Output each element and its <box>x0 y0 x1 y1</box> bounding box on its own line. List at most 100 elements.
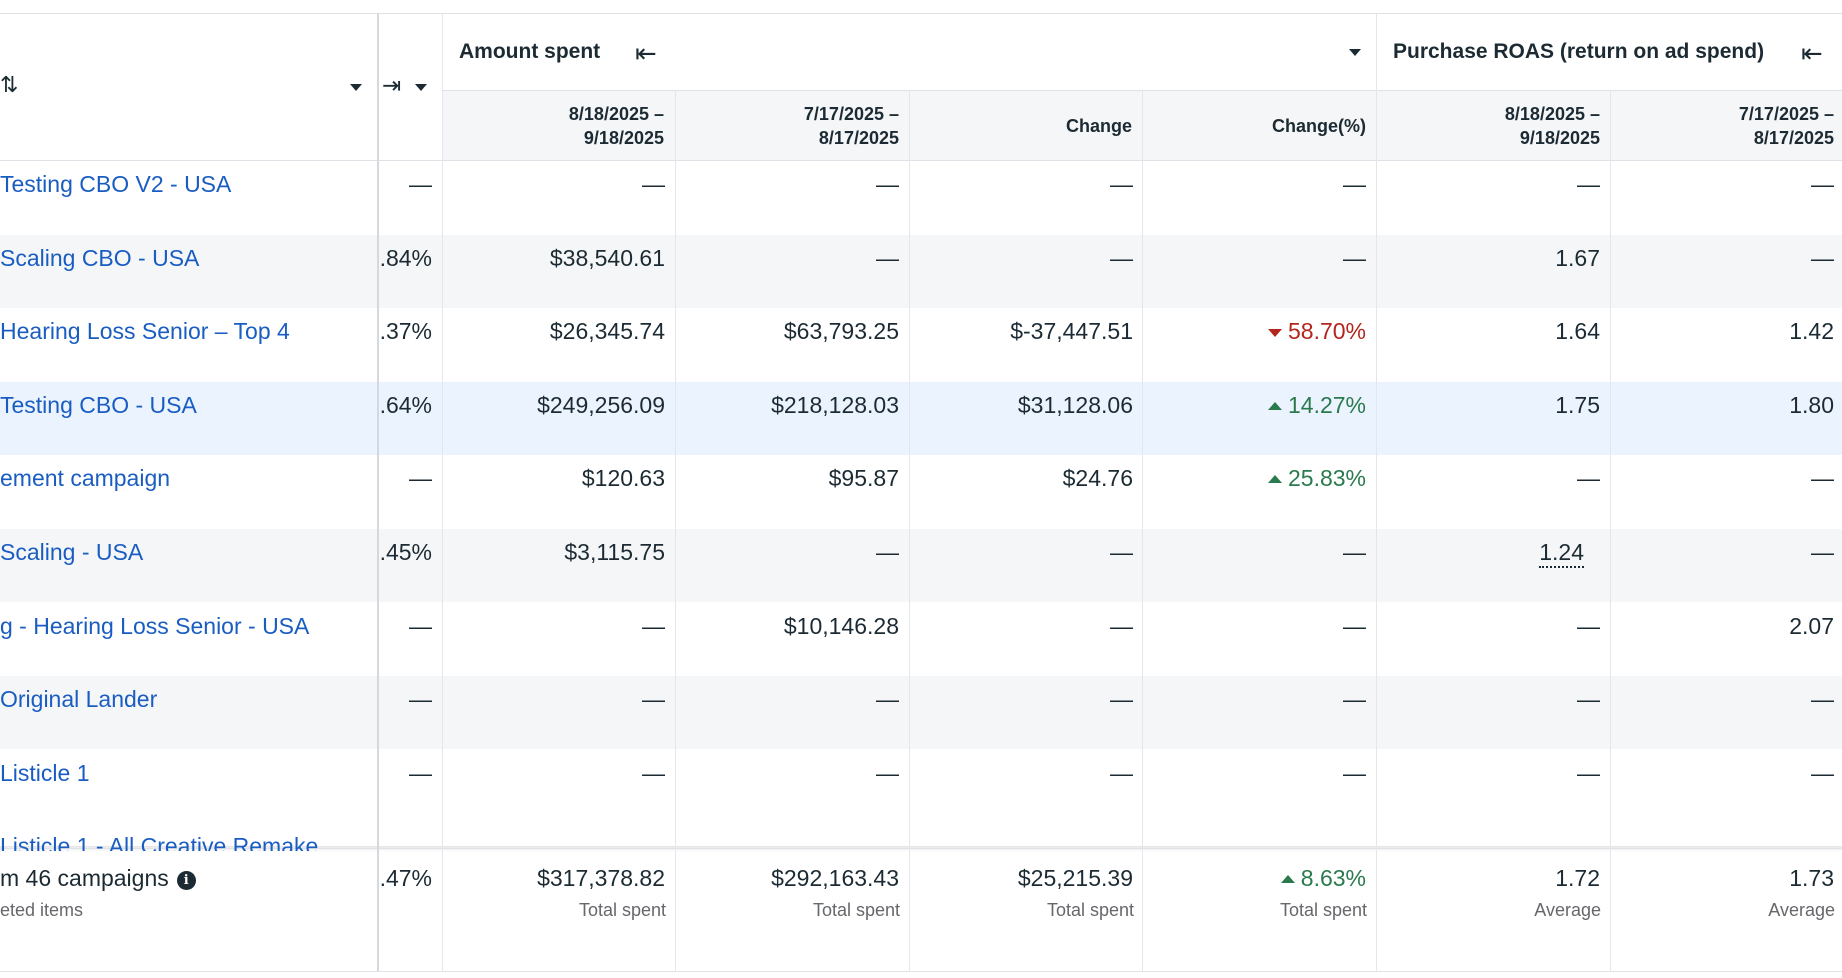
date-range-start: 7/17/2025 – <box>1738 104 1834 124</box>
change-pct-cell: — <box>1343 171 1366 197</box>
footer-roas-previous: 1.73 <box>1789 865 1834 891</box>
increase-arrow-icon <box>1267 475 1282 483</box>
date-range-start: 7/17/2025 – <box>803 104 899 124</box>
footer-change: $25,215.39 <box>1017 865 1133 891</box>
roas-previous-cell: 1.80 <box>1789 392 1834 418</box>
date-range-start: 8/18/2025 – <box>568 104 664 124</box>
info-icon[interactable]: i <box>176 871 196 890</box>
roas-current-cell: — <box>1577 686 1600 712</box>
sort-arrows-icon[interactable]: ⇅ <box>0 72 19 97</box>
roas-previous-cell: — <box>1811 171 1834 197</box>
partial-value-cell: — <box>409 686 432 712</box>
amount-spent-header[interactable]: Amount spent <box>459 40 601 63</box>
campaign-name-link[interactable]: g - Hearing Loss Senior - USA <box>0 613 310 639</box>
purchase-roas-header[interactable]: Purchase ROAS (return on ad spend) <box>1393 40 1765 63</box>
amount-spent-current-cell: $249,256.09 <box>537 392 665 418</box>
row-background <box>0 235 1842 308</box>
column-divider <box>1142 90 1143 971</box>
roas-previous-cell: — <box>1811 760 1834 786</box>
roas-current-cell: — <box>1577 760 1600 786</box>
change-pct-cell: — <box>1343 760 1366 786</box>
change-cell: — <box>1110 686 1133 712</box>
campaign-name-link[interactable]: Scaling CBO - USA <box>0 245 200 271</box>
date-range-header[interactable]: 7/17/2025 – 8/17/2025 <box>675 102 899 150</box>
amount-spent-previous-cell: — <box>876 539 899 565</box>
amount-spent-previous-cell: — <box>876 686 899 712</box>
amount-spent-current-cell: — <box>642 171 665 197</box>
amount-spent-previous-cell: $63,793.25 <box>783 318 899 344</box>
change-cell: — <box>1110 539 1133 565</box>
change-pct-cell: — <box>1343 686 1366 712</box>
decrease-arrow-icon <box>1267 329 1282 337</box>
date-range-header[interactable]: 7/17/2025 – 8/17/2025 <box>1610 102 1834 150</box>
footer-change-pct: 8.63% <box>1142 865 1366 892</box>
campaign-name-link[interactable]: Listicle 1 - All Creative Remake <box>0 833 319 851</box>
partial-value-cell: — <box>409 833 432 847</box>
roas-current-cell: — <box>1577 613 1600 639</box>
column-divider <box>1610 90 1611 971</box>
campaign-name-link[interactable]: Scaling - USA <box>0 539 144 565</box>
campaign-name-link[interactable]: Testing CBO V2 - USA <box>0 171 232 197</box>
column-divider <box>1376 13 1377 971</box>
campaign-name-link[interactable]: Original Lander <box>0 686 158 712</box>
amount-spent-dropdown-caret[interactable] <box>1349 49 1361 56</box>
pin-column-dropdown-caret[interactable] <box>415 84 427 91</box>
footer-top-border <box>0 848 1842 849</box>
change-pct-cell: 25.83% <box>1142 465 1366 492</box>
change-pct-cell: — <box>1343 833 1366 847</box>
column-divider <box>442 13 443 971</box>
roas-current-cell: 1.75 <box>1555 392 1600 418</box>
collapse-column-icon[interactable]: ⇤ <box>635 38 657 68</box>
roas-previous-cell: — <box>1811 686 1834 712</box>
roas-previous-cell: — <box>1811 465 1834 491</box>
change-cell: $24.76 <box>1062 465 1133 491</box>
date-range-header[interactable]: 8/18/2025 – 9/18/2025 <box>1376 102 1600 150</box>
roas-value-tooltip-trigger[interactable]: 1.24 <box>1539 539 1584 568</box>
partial-value-cell: — <box>409 613 432 639</box>
partial-value-cell: .84% <box>379 245 432 271</box>
change-cell: — <box>1110 833 1133 847</box>
change-pct-value: 25.83% <box>1287 465 1366 491</box>
amount-spent-previous-cell: — <box>876 760 899 786</box>
change-cell: $31,128.06 <box>1017 392 1133 418</box>
footer-average-label: Average <box>1768 900 1835 920</box>
increase-arrow-icon <box>1280 875 1295 883</box>
partial-value-cell: — <box>409 760 432 786</box>
date-range-header[interactable]: 8/18/2025 – 9/18/2025 <box>442 102 664 150</box>
amount-spent-previous-cell: $218,128.03 <box>771 392 899 418</box>
change-pct-cell: 58.70% <box>1142 318 1366 345</box>
roas-previous-cell: 2.07 <box>1789 613 1834 639</box>
column-divider <box>675 90 676 971</box>
roas-previous-cell: 1.42 <box>1789 318 1834 344</box>
change-pct-cell: 14.27% <box>1142 392 1366 419</box>
change-pct-value: 14.27% <box>1287 392 1366 418</box>
amount-spent-current-cell: — <box>642 686 665 712</box>
increase-arrow-icon <box>1267 402 1282 410</box>
amount-spent-previous-cell: $10,146.28 <box>783 613 899 639</box>
footer-total-label: Total spent <box>578 900 666 920</box>
footer-shadow <box>0 846 1842 852</box>
change-pct-cell: — <box>1343 613 1366 639</box>
campaign-name-link[interactable]: ement campaign <box>0 465 171 491</box>
frozen-column-divider <box>377 13 379 971</box>
partial-value-cell: — <box>409 465 432 491</box>
change-header[interactable]: Change <box>1065 116 1132 136</box>
collapse-column-icon[interactable]: ⇤ <box>1801 38 1823 68</box>
campaign-name-link[interactable]: Testing CBO - USA <box>0 392 197 418</box>
pin-column-right-icon[interactable]: ⇥ <box>382 72 402 98</box>
campaign-name-link[interactable]: Hearing Loss Senior – Top 4 <box>0 318 290 344</box>
footer-partial-value: .47% <box>379 865 432 891</box>
name-column-dropdown-caret[interactable] <box>350 84 362 91</box>
change-pct-value: 58.70% <box>1287 318 1366 344</box>
change-pct-cell: — <box>1343 539 1366 565</box>
campaign-name-link[interactable]: Listicle 1 <box>0 760 90 786</box>
partial-value-cell: .64% <box>379 392 432 418</box>
amount-spent-current-cell: — <box>642 613 665 639</box>
amount-spent-current-cell: $26,345.74 <box>549 318 665 344</box>
amount-spent-current-cell: — <box>642 833 665 847</box>
change-pct-header[interactable]: Change(%) <box>1272 116 1366 136</box>
date-range-end: 8/17/2025 <box>1753 128 1834 148</box>
footer-change-pct-value: 8.63% <box>1300 865 1366 891</box>
row-background <box>0 529 1842 602</box>
roas-previous-cell: — <box>1811 539 1834 565</box>
